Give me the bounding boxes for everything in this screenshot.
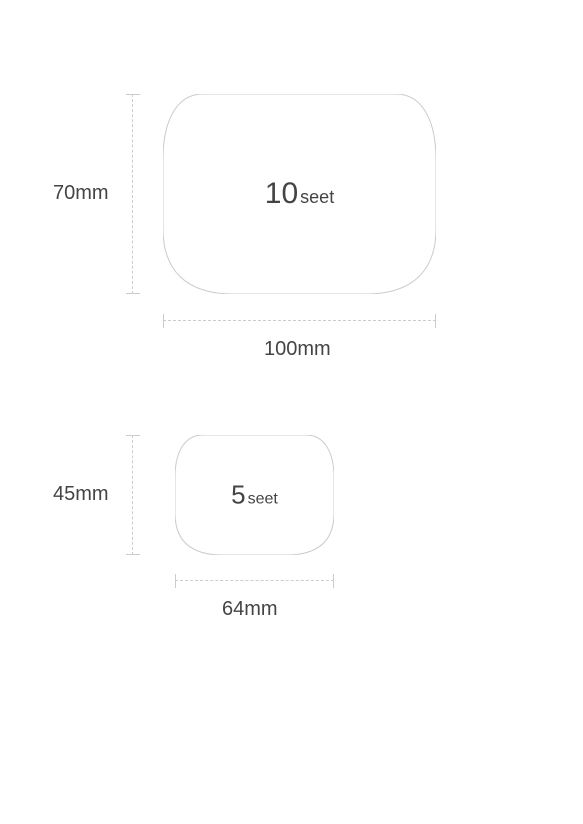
shape-large-label: 10seet xyxy=(265,177,334,211)
shape-large-value: 10 xyxy=(265,177,298,210)
height-guide-large xyxy=(132,94,133,294)
width-guide-large xyxy=(163,320,436,321)
height-guide-small xyxy=(132,435,133,555)
shape-small-label: 5seet xyxy=(231,480,278,511)
shape-large: 10seet xyxy=(163,94,436,294)
width-guide-small xyxy=(175,580,334,581)
shape-large-unit: seet xyxy=(300,187,334,207)
height-label-large: 70mm xyxy=(53,182,109,205)
width-label-small: 64mm xyxy=(222,598,278,621)
shape-small: 5seet xyxy=(175,435,334,555)
shape-small-value: 5 xyxy=(231,480,245,510)
height-label-small: 45mm xyxy=(53,483,109,506)
width-label-large: 100mm xyxy=(264,338,331,361)
shape-small-unit: seet xyxy=(248,491,278,508)
